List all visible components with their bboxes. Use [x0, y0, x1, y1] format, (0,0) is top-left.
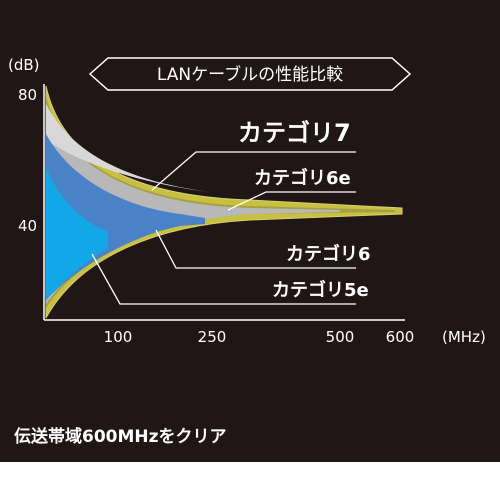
chart-panel: LANケーブルの性能比較 (dB) 80 40 100 250 500 600 …: [0, 0, 500, 462]
x-tick-label: 500: [326, 328, 355, 346]
x-tick-label: 250: [198, 328, 227, 346]
band-category-6e-highlight: [46, 104, 210, 192]
leader-line-category-7: [151, 151, 356, 191]
chart-bands: [45, 85, 403, 319]
x-tick-label: 600: [386, 328, 415, 346]
x-axis-label: (MHz): [442, 328, 486, 346]
chart-svg: LANケーブルの性能比較 (dB) 80 40 100 250 500 600 …: [8, 56, 486, 447]
leader-line-category-6e: [227, 191, 356, 211]
series-label-category-6: カテゴリ6: [286, 243, 371, 265]
footer-caption: 伝送帯域600MHzをクリア: [14, 426, 227, 447]
series-label-category-5e: カテゴリ5e: [272, 279, 369, 301]
chart-title: LANケーブルの性能比較: [157, 64, 343, 85]
series-label-category-6e: カテゴリ6e: [254, 167, 351, 189]
leader-line-category-5e: [91, 253, 356, 305]
series-label-category-7: カテゴリ7: [238, 119, 351, 147]
title-banner: [88, 57, 412, 91]
leader-line-category-6: [155, 229, 356, 269]
y-axis-label: (dB): [8, 56, 40, 74]
y-tick-label: 40: [18, 217, 37, 235]
y-tick-label: 80: [18, 86, 37, 104]
band-category-5e: [46, 168, 108, 300]
x-tick-label: 100: [104, 328, 133, 346]
band-category-6e: [46, 104, 340, 304]
